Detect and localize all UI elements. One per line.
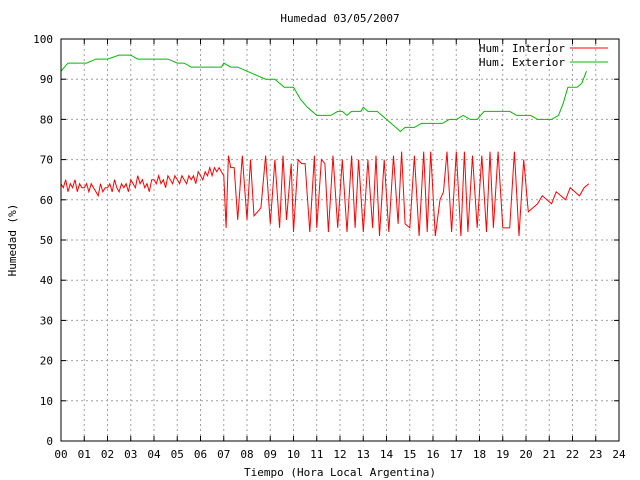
x-tick-label: 10	[287, 448, 300, 461]
y-tick-label: 80	[40, 113, 53, 126]
legend-label-exterior: Hum. Exterior	[479, 56, 565, 69]
x-tick-label: 07	[217, 448, 230, 461]
x-tick-label: 22	[566, 448, 579, 461]
y-tick-label: 100	[33, 33, 53, 46]
x-tick-label: 17	[450, 448, 463, 461]
x-tick-label: 04	[147, 448, 161, 461]
y-tick-label: 50	[40, 234, 53, 247]
x-tick-label: 12	[333, 448, 346, 461]
x-axis-label: Tiempo (Hora Local Argentina)	[244, 466, 436, 479]
x-tick-label: 11	[310, 448, 323, 461]
x-tick-label: 06	[194, 448, 207, 461]
tick-labels: 00 01 02 03 04 05 06 07 08 09 10 11 12 13 14 15 16 17 18 19…	[33, 33, 626, 461]
y-tick-label: 30	[40, 314, 53, 327]
y-tick-label: 0	[46, 435, 53, 448]
x-tick-label: 16	[426, 448, 439, 461]
x-tick-label: 18	[473, 448, 486, 461]
x-tick-label: 23	[589, 448, 602, 461]
legend-label-interior: Hum. Interior	[479, 42, 565, 55]
x-tick-label: 20	[519, 448, 532, 461]
x-tick-label: 24	[612, 448, 626, 461]
axis-ticks	[60, 38, 620, 442]
x-tick-label: 14	[380, 448, 394, 461]
x-tick-label: 09	[264, 448, 277, 461]
x-tick-label: 05	[171, 448, 184, 461]
x-tick-label: 15	[403, 448, 416, 461]
grid-lines	[61, 39, 619, 441]
series-line-exterior	[60, 54, 587, 133]
series-line-interior	[60, 151, 590, 237]
x-tick-label: 21	[543, 448, 556, 461]
chart-title: Humedad 03/05/2007	[280, 12, 399, 25]
x-tick-label: 13	[357, 448, 370, 461]
series-lines	[60, 54, 590, 237]
y-tick-label: 20	[40, 355, 53, 368]
legend: Hum. Interior Hum. Exterior	[479, 42, 608, 69]
x-tick-label: 02	[101, 448, 114, 461]
y-tick-label: 40	[40, 274, 53, 287]
x-tick-label: 03	[124, 448, 137, 461]
x-tick-label: 08	[240, 448, 253, 461]
x-tick-label: 19	[496, 448, 509, 461]
y-axis-label: Humedad (%)	[6, 204, 19, 277]
x-tick-label: 01	[78, 448, 91, 461]
y-tick-label: 60	[40, 194, 53, 207]
y-tick-label: 10	[40, 395, 53, 408]
y-tick-label: 70	[40, 154, 53, 167]
x-tick-label: 00	[54, 448, 67, 461]
y-tick-label: 90	[40, 73, 53, 86]
